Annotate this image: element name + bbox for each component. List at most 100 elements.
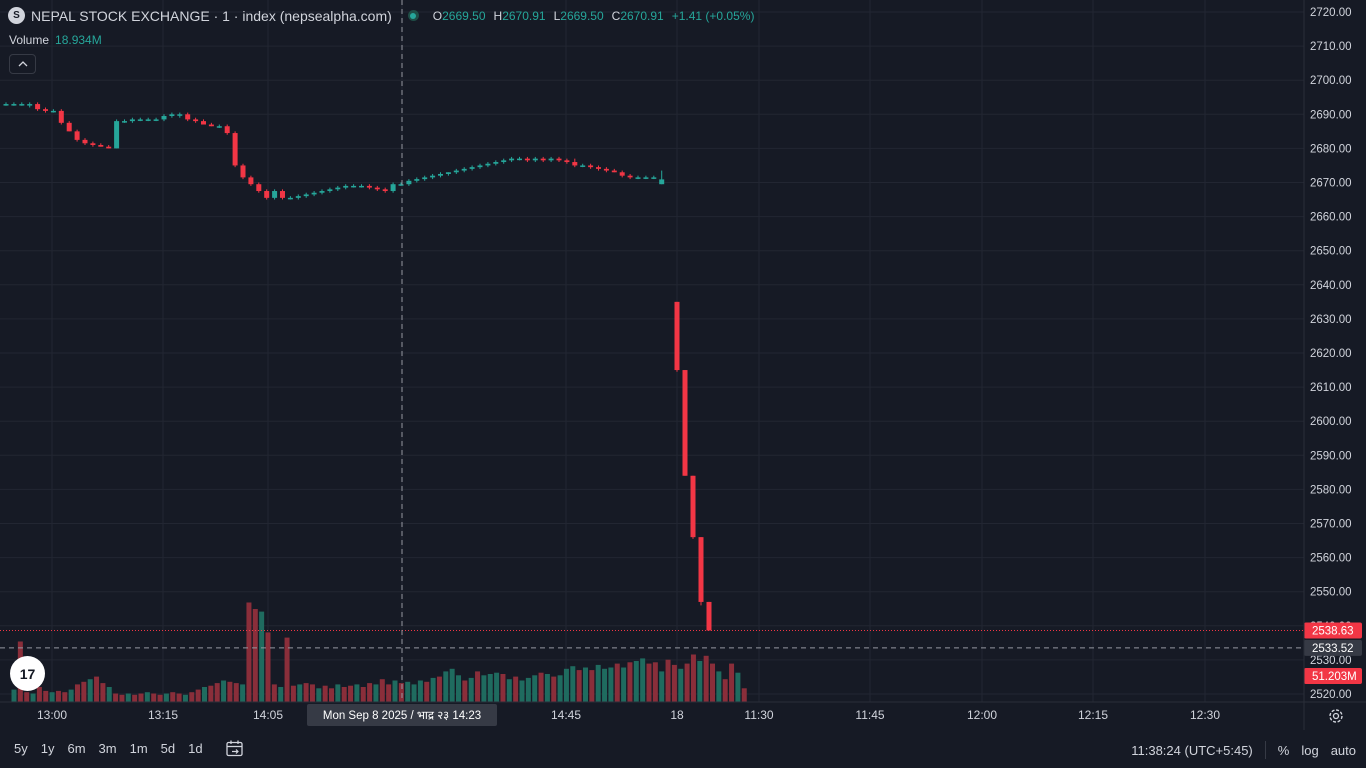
candle-body[interactable] (137, 119, 143, 121)
candle-body[interactable] (477, 165, 483, 168)
candle-body[interactable] (611, 170, 617, 173)
candle-body[interactable] (129, 119, 135, 122)
candle-body[interactable] (208, 124, 214, 127)
candle-body[interactable] (398, 184, 404, 186)
candle-body[interactable] (359, 185, 364, 188)
candle-body[interactable] (264, 191, 270, 198)
candle-body[interactable] (374, 187, 380, 190)
candle-body[interactable] (659, 179, 665, 185)
candle-body[interactable] (445, 172, 451, 174)
candle-body[interactable] (43, 109, 48, 111)
candle-body[interactable] (390, 184, 396, 192)
candle-body[interactable] (272, 191, 278, 198)
candle-body[interactable] (11, 104, 17, 106)
candle-body[interactable] (185, 114, 191, 120)
candle-body[interactable] (248, 177, 254, 185)
candle-body[interactable] (216, 126, 222, 128)
candle-body[interactable] (493, 162, 499, 164)
candle-body[interactable] (295, 196, 301, 198)
candle-body[interactable] (311, 192, 317, 195)
candle-body[interactable] (580, 165, 586, 167)
candle-body[interactable] (635, 177, 641, 179)
candle-body[interactable] (58, 110, 64, 123)
candle-body[interactable] (287, 197, 293, 200)
candle-body[interactable] (588, 165, 594, 168)
price-chart[interactable]: 2520.002530.002540.002550.002560.002570.… (0, 0, 1366, 730)
range-1y-button[interactable]: 1y (40, 741, 55, 756)
candle-body[interactable] (351, 185, 357, 188)
candle-body[interactable] (469, 167, 475, 169)
candle-body[interactable] (145, 119, 151, 121)
candle-body[interactable] (619, 172, 625, 176)
symbol-title[interactable]: NEPAL STOCK EXCHANGE · 1 · index (nepsea… (31, 7, 392, 24)
candle-body[interactable] (643, 177, 649, 179)
volume-label[interactable]: Volume (9, 33, 50, 47)
range-1d-button[interactable]: 1d (188, 741, 203, 756)
candle-body[interactable] (422, 177, 428, 180)
candle-body[interactable] (343, 185, 349, 188)
candle-body[interactable] (540, 158, 546, 161)
candle-body[interactable] (82, 139, 88, 144)
range-6m-button[interactable]: 6m (67, 741, 86, 756)
calendar-goto-date-icon[interactable] (225, 739, 245, 759)
candle-body[interactable] (177, 114, 183, 116)
settings-gear-icon[interactable] (1327, 707, 1345, 725)
candle-body[interactable] (256, 184, 262, 192)
candle-body[interactable] (651, 177, 657, 179)
candle-body[interactable] (74, 131, 80, 140)
candle-body[interactable] (193, 119, 199, 122)
candle-body[interactable] (698, 537, 704, 602)
candle-body[interactable] (627, 175, 633, 178)
candle-body[interactable] (532, 158, 538, 161)
range-5d-button[interactable]: 5d (160, 741, 176, 756)
candle-body[interactable] (509, 158, 515, 161)
candle-body[interactable] (438, 173, 443, 176)
range-3m-button[interactable]: 3m (98, 741, 117, 756)
candle-body[interactable] (201, 121, 206, 125)
candle-body[interactable] (564, 160, 570, 163)
auto-scale-button[interactable]: auto (1330, 742, 1356, 758)
candle-body[interactable] (556, 158, 562, 161)
candle-body[interactable] (517, 158, 522, 161)
candle-body[interactable] (50, 110, 56, 113)
candle-body[interactable] (548, 158, 554, 161)
candle-body[interactable] (232, 133, 238, 166)
candle-body[interactable] (366, 185, 372, 188)
candle-body[interactable] (461, 168, 467, 171)
candle-body[interactable] (524, 158, 530, 161)
candle-body[interactable] (682, 370, 688, 476)
candle-body[interactable] (327, 189, 333, 192)
log-scale-button[interactable]: log (1301, 742, 1319, 758)
candle-body[interactable] (3, 104, 9, 106)
candle-body[interactable] (122, 121, 127, 123)
candle-body[interactable] (303, 194, 309, 197)
candle-body[interactable] (406, 180, 412, 185)
candle-body[interactable] (335, 187, 341, 190)
candle-body[interactable] (106, 146, 112, 149)
candle-body[interactable] (19, 104, 25, 106)
candle-body[interactable] (114, 121, 120, 149)
candle-body[interactable] (414, 179, 420, 181)
candle-body[interactable] (153, 119, 159, 121)
candle-body[interactable] (430, 175, 436, 178)
candle-body[interactable] (603, 168, 609, 171)
candle-body[interactable] (224, 126, 230, 134)
candle-body[interactable] (485, 163, 491, 166)
candle-body[interactable] (90, 143, 96, 145)
candle-body[interactable] (453, 170, 459, 173)
clock-timezone[interactable]: 11:38:24 (UTC+5:45) (1131, 742, 1253, 758)
collapse-legend-button[interactable] (9, 54, 36, 74)
percent-scale-button[interactable]: % (1277, 742, 1290, 758)
candle-body[interactable] (674, 301, 680, 371)
candle-body[interactable] (690, 475, 696, 538)
candle-body[interactable] (572, 162, 578, 166)
market-status-icon[interactable] (407, 10, 419, 21)
range-1m-button[interactable]: 1m (129, 741, 148, 756)
candle-body[interactable] (240, 165, 246, 178)
candle-body[interactable] (382, 189, 388, 192)
candle-body[interactable] (35, 104, 41, 110)
candle-body[interactable] (706, 601, 712, 631)
range-5y-button[interactable]: 5y (14, 741, 28, 756)
candle-body[interactable] (501, 160, 507, 163)
candle-body[interactable] (280, 191, 285, 198)
